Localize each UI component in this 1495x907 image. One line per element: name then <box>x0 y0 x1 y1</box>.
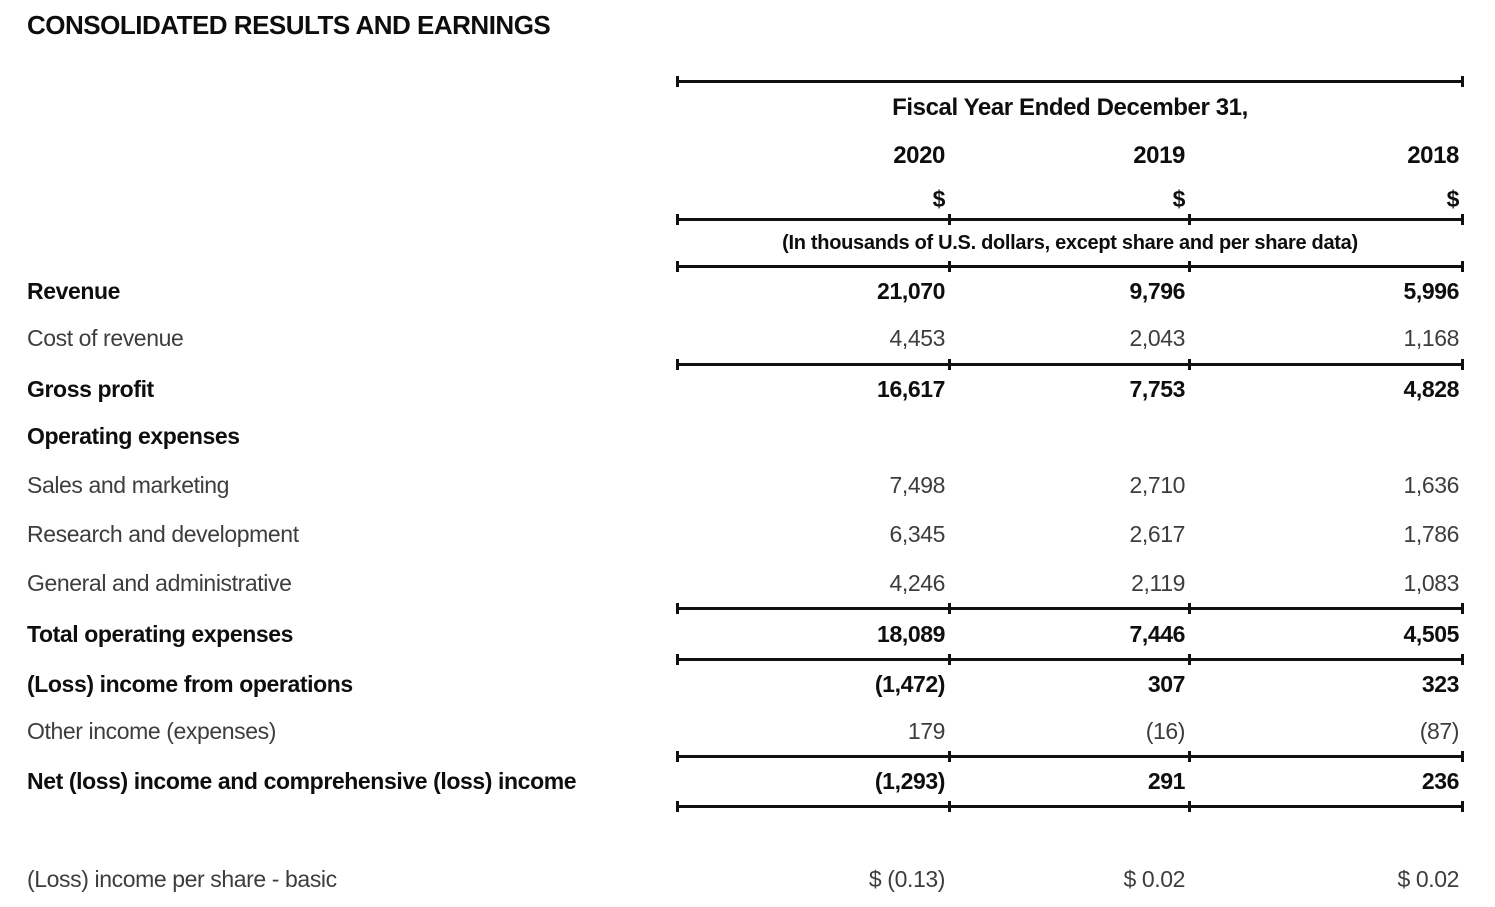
fiscal-year-header-row: Fiscal Year Ended December 31, <box>0 83 1464 132</box>
row-label: (Loss) income per share - basic <box>27 866 337 892</box>
year-column-2019: 2019 <box>1133 142 1185 169</box>
row-label: Sales and marketing <box>27 472 230 498</box>
table-rule <box>676 261 1464 272</box>
row-label: Cost of revenue <box>27 325 184 351</box>
units-note-row: (In thousands of U.S. dollars, except sh… <box>0 221 1464 265</box>
row-value-2020: 18,089 <box>877 620 945 647</box>
row-value-2019: 2,617 <box>1129 521 1185 547</box>
row-value-2020: 4,453 <box>889 325 945 351</box>
row-value-2018: (87) <box>1419 717 1460 744</box>
row-value-2020: 16,617 <box>877 375 945 402</box>
units-note: (In thousands of U.S. dollars, except sh… <box>782 231 1358 254</box>
row-value-2018: $ 0.02 <box>1397 866 1459 892</box>
table-row-loss-income-from-operations: (Loss) income from operations (1,472) 30… <box>0 661 1464 707</box>
row-value-2019: 9,796 <box>1129 277 1185 304</box>
row-value-2018: 1,083 <box>1403 569 1459 596</box>
table-row-net-loss-income: Net (loss) income and comprehensive (los… <box>0 758 1464 805</box>
row-value-2018: 323 <box>1421 670 1460 697</box>
row-label: Research and development <box>27 521 299 547</box>
row-value-2019: 2,710 <box>1129 472 1185 498</box>
table-row-total-operating-expenses: Total operating expenses 18,089 7,446 4,… <box>0 610 1464 658</box>
row-value-2020: 179 <box>907 717 946 744</box>
row-label: General and administrative <box>27 569 292 596</box>
currency-symbol: $ <box>932 185 946 212</box>
row-value-2019: 291 <box>1147 768 1186 794</box>
row-label: Operating expenses <box>27 423 240 449</box>
year-column-2020: 2020 <box>893 142 945 169</box>
row-value-2020: (1,472) <box>874 670 945 697</box>
currency-header-row: $ $ $ <box>0 180 1464 218</box>
row-label: (Loss) income from operations <box>27 670 353 697</box>
row-value-2018: 236 <box>1421 768 1460 794</box>
row-value-2019: (16) <box>1145 717 1186 744</box>
table-rule <box>676 654 1464 665</box>
row-value-2019: 7,753 <box>1129 375 1185 402</box>
row-value-2019: $ 0.02 <box>1123 866 1185 892</box>
row-value-2020: 21,070 <box>877 277 945 304</box>
results-table: Fiscal Year Ended December 31, 2020 2019… <box>0 76 1464 904</box>
row-value-2018: 4,505 <box>1403 620 1459 647</box>
currency-symbol: $ <box>1446 185 1460 212</box>
spacer <box>0 808 1464 855</box>
row-value-2020: 4,246 <box>889 569 945 596</box>
row-value-2019: 7,446 <box>1129 620 1185 647</box>
row-value-2018: 1,168 <box>1403 325 1459 351</box>
row-label: Other income (expenses) <box>27 717 277 744</box>
table-row-gross-profit: Gross profit 16,617 7,753 4,828 <box>0 366 1464 412</box>
row-label: Total operating expenses <box>27 620 294 647</box>
row-value-2018: 4,828 <box>1403 375 1459 402</box>
table-row-sales-and-marketing: Sales and marketing 7,498 2,710 1,636 <box>0 461 1464 510</box>
fiscal-year-label: Fiscal Year Ended December 31, <box>892 93 1248 121</box>
row-value-2018: 1,786 <box>1403 521 1459 547</box>
table-rule <box>676 603 1464 614</box>
page-title: CONSOLIDATED RESULTS AND EARNINGS <box>27 10 551 40</box>
table-row-cost-of-revenue: Cost of revenue 4,453 2,043 1,168 <box>0 314 1464 363</box>
table-row-other-income-expenses: Other income (expenses) 179 (16) (87) <box>0 707 1464 755</box>
row-value-2020: 7,498 <box>889 472 945 498</box>
table-row-revenue: Revenue 21,070 9,796 5,996 <box>0 268 1464 314</box>
table-rule <box>676 359 1464 370</box>
table-rule <box>676 751 1464 762</box>
row-value-2018: 1,636 <box>1403 472 1459 498</box>
row-value-2020: $ (0.13) <box>868 866 945 892</box>
table-row-research-and-development: Research and development 6,345 2,617 1,7… <box>0 510 1464 559</box>
currency-symbol: $ <box>1172 185 1186 212</box>
row-value-2019: 2,119 <box>1131 569 1185 596</box>
row-label: Net (loss) income and comprehensive (los… <box>27 768 577 794</box>
row-value-2019: 2,043 <box>1129 325 1185 351</box>
row-value-2019: 307 <box>1147 670 1186 697</box>
table-row-loss-income-per-share-basic: (Loss) income per share - basic $ (0.13)… <box>0 855 1464 904</box>
row-value-2018: 5,996 <box>1403 277 1459 304</box>
row-label: Revenue <box>27 277 121 304</box>
row-value-2020: 6,345 <box>889 521 945 547</box>
table-rule <box>676 214 1464 225</box>
table-row-general-and-administrative: General and administrative 4,246 2,119 1… <box>0 559 1464 607</box>
row-value-2020: (1,293) <box>874 768 945 794</box>
table-row-operating-expenses-header: Operating expenses <box>0 412 1464 461</box>
year-header-row: 2020 2019 2018 <box>0 132 1464 180</box>
year-column-2018: 2018 <box>1407 142 1459 169</box>
table-rule-top <box>676 76 1464 87</box>
table-rule-bottom <box>676 801 1464 812</box>
row-label: Gross profit <box>27 375 154 402</box>
